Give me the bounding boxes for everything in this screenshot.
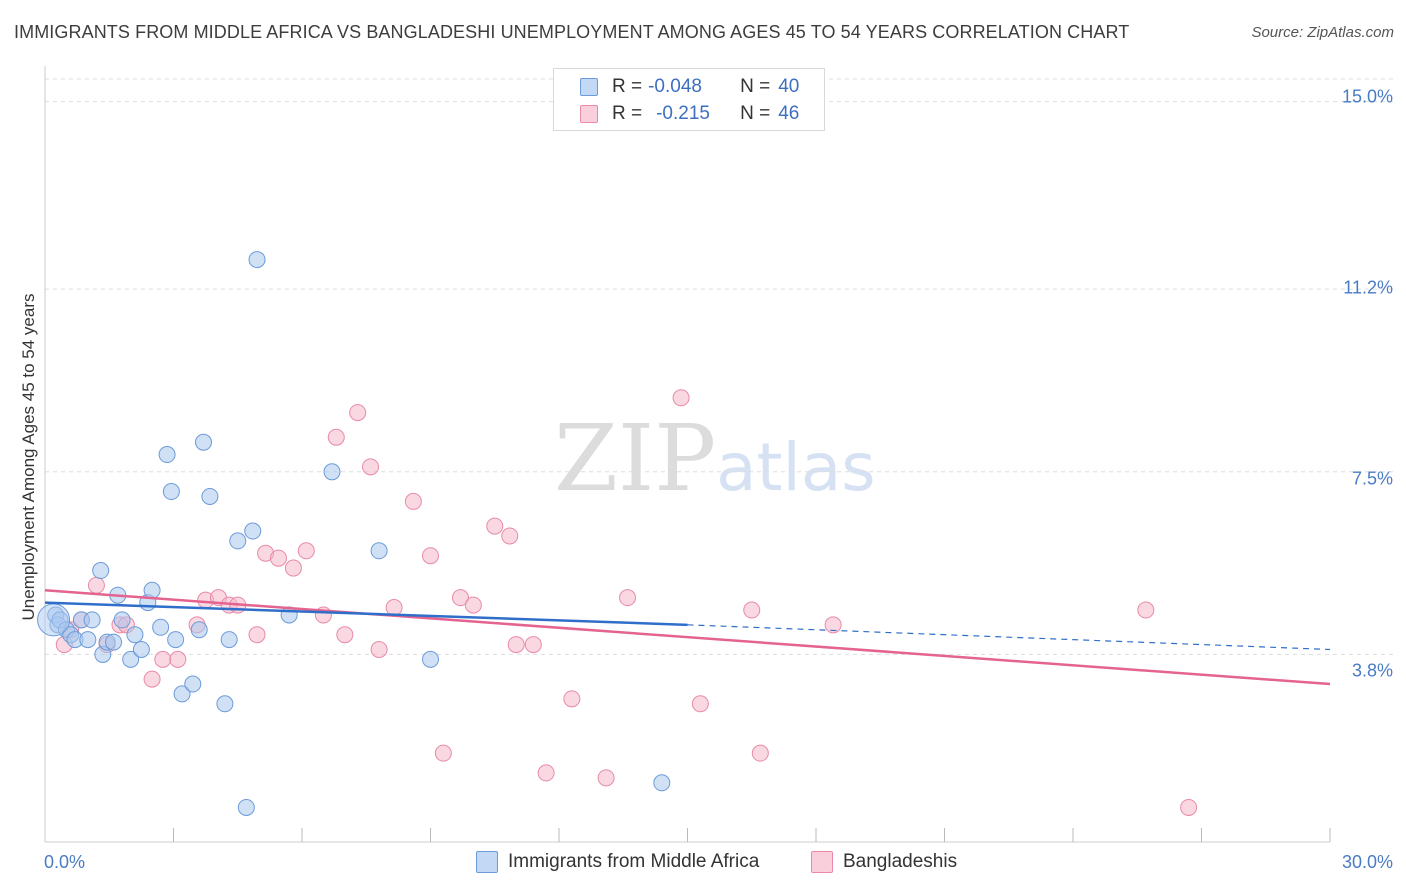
legend-n-value: 46: [778, 103, 800, 124]
pink-point: [404, 492, 422, 510]
pink-point: [87, 576, 105, 594]
blue-trend-line-extrapolated: [687, 624, 1331, 651]
blue-point: [132, 641, 150, 658]
blue-point: [167, 631, 185, 649]
blue-point: [216, 695, 234, 713]
bottom-legend-series2: Bangladeshis: [811, 851, 957, 873]
pink-point: [597, 769, 615, 787]
y-tick-label: 7.5%: [1351, 468, 1393, 489]
blue-point: [190, 621, 208, 639]
watermark-zip: ZIP: [554, 405, 717, 512]
pink-point: [154, 650, 172, 668]
pink-point: [486, 517, 504, 535]
blue-point: [152, 618, 170, 636]
pink-point: [619, 589, 637, 607]
blue-point: [83, 611, 101, 629]
legend-series1-label: Immigrants from Middle Africa: [508, 851, 760, 872]
blue-point: [194, 433, 212, 451]
pink-point: [743, 601, 761, 619]
blue-point-cluster: [37, 603, 71, 637]
legend-row-series1: R = -0.048 N = 40: [580, 75, 799, 99]
pink-point: [297, 542, 315, 560]
legend-r-label: R =: [612, 103, 643, 124]
pink-point: [537, 764, 555, 782]
pink-point: [524, 636, 542, 654]
legend-swatch-pink: [580, 105, 598, 123]
blue-point: [105, 633, 123, 651]
pink-point: [143, 670, 161, 688]
pink-point: [451, 589, 469, 607]
blue-point: [158, 446, 176, 464]
legend-row-series2: R = -0.215 N = 46: [580, 102, 799, 126]
pink-point: [563, 690, 581, 708]
pink-point: [751, 744, 769, 762]
blue-point: [323, 463, 341, 481]
blue-point: [229, 532, 247, 550]
blue-point: [201, 487, 219, 505]
blue-point: [237, 798, 255, 816]
pink-point: [327, 428, 345, 446]
blue-point: [244, 522, 262, 540]
pink-trend-line: [44, 589, 1331, 686]
y-tick-label: 11.2%: [1343, 277, 1393, 298]
pink-point: [362, 458, 380, 476]
blue-point: [184, 675, 202, 693]
pink-point: [336, 626, 354, 644]
pink-point: [507, 636, 525, 654]
blue-point: [220, 631, 238, 649]
pink-point: [1180, 798, 1198, 816]
blue-point: [653, 774, 671, 792]
blue-point: [162, 483, 180, 501]
pink-point: [672, 389, 690, 407]
source-credit: Source: ZipAtlas.com: [1251, 24, 1394, 41]
x-tick-label: 0.0%: [44, 852, 86, 872]
pink-point: [284, 559, 302, 577]
blue-trend-line: [44, 601, 688, 627]
legend-series2-label: Bangladeshis: [843, 851, 958, 872]
blue-point: [248, 251, 266, 269]
pink-point: [349, 404, 367, 422]
pink-point: [464, 596, 482, 614]
pink-point: [169, 650, 187, 668]
legend-swatch-pink: [811, 851, 833, 873]
blue-point: [370, 542, 388, 560]
legend-n-value: 40: [778, 76, 800, 97]
blue-point: [113, 611, 131, 629]
y-tick-label: 15.0%: [1341, 86, 1393, 107]
chart-title: IMMIGRANTS FROM MIDDLE AFRICA VS BANGLAD…: [14, 22, 1130, 42]
watermark: ZIPatlas: [554, 405, 876, 512]
legend-r-label: R =: [612, 76, 643, 97]
pink-point: [422, 547, 439, 565]
blue-point: [173, 685, 191, 703]
legend-swatch-blue: [476, 851, 498, 873]
pink-point: [824, 616, 842, 634]
pink-point: [370, 641, 388, 658]
pink-point: [691, 695, 709, 713]
legend-n-label: N =: [740, 76, 771, 97]
x-tick-label: 30.0%: [1341, 852, 1393, 872]
pink-point: [434, 744, 452, 762]
blue-point: [92, 562, 110, 580]
y-tick-label: 3.8%: [1351, 660, 1393, 681]
blue-point: [126, 626, 144, 644]
pink-point: [1137, 601, 1155, 619]
pink-point: [269, 549, 287, 567]
y-axis-label: Unemployment Among Ages 45 to 54 years: [19, 293, 38, 621]
stats-legend: R = -0.048 N = 40 R = -0.215 N = 46: [553, 68, 825, 131]
legend-n-label: N =: [740, 103, 771, 124]
legend-r-value: -0.048: [648, 76, 702, 97]
pink-point: [501, 527, 519, 545]
blue-point: [143, 581, 161, 599]
legend-r-value: -0.215: [656, 103, 710, 124]
blue-point: [422, 650, 439, 668]
bottom-legend-series1: Immigrants from Middle Africa: [476, 851, 759, 873]
pink-point: [248, 626, 266, 644]
pink-point: [385, 599, 403, 617]
blue-point: [79, 631, 97, 649]
blue-point: [122, 650, 140, 668]
watermark-atlas: atlas: [716, 429, 876, 506]
legend-swatch-blue: [580, 78, 598, 96]
